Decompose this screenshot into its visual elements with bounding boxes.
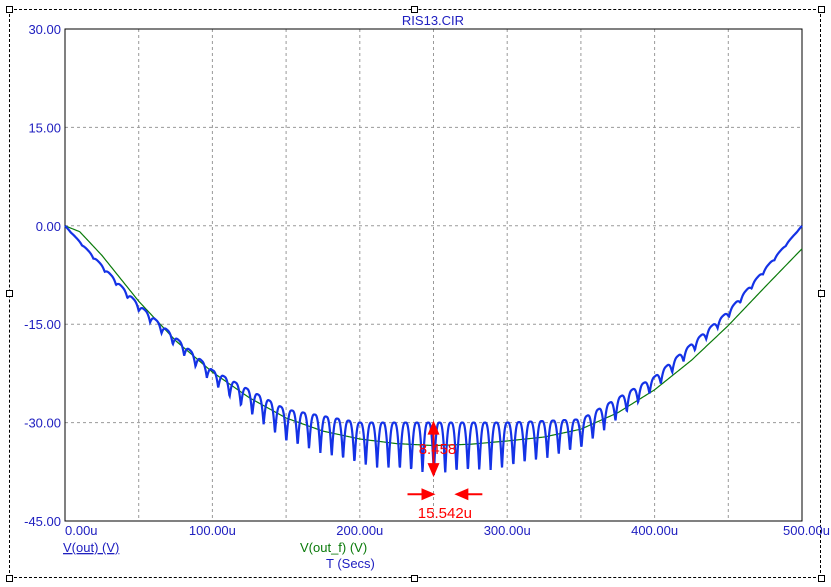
- x-tick-label: 200.00u: [336, 523, 383, 538]
- x-tick-label: 400.00u: [631, 523, 678, 538]
- legend-v-out-f[interactable]: V(out_f) (V): [300, 540, 367, 555]
- y-tick-label: 30.00: [28, 22, 61, 37]
- measure-arrow-down: [427, 463, 440, 478]
- measure-arrow-left: [454, 488, 469, 501]
- resize-handle-right[interactable]: [818, 290, 825, 297]
- measure-horizontal-label: 15.542u: [418, 505, 472, 522]
- resize-handle-bottom[interactable]: [411, 575, 418, 582]
- y-tick-label: -15.00: [24, 317, 61, 332]
- y-tick-label: 0.00: [36, 219, 61, 234]
- y-tick-label: -45.00: [24, 514, 61, 529]
- annotations: 8.458 15.542u: [407, 420, 483, 522]
- measure-vertical-label: 8.458: [419, 441, 457, 458]
- resize-handle-bottom-left[interactable]: [6, 575, 13, 582]
- measure-arrow-up: [427, 420, 440, 435]
- resize-handle-top-left[interactable]: [6, 6, 13, 13]
- x-tick-label: 100.00u: [189, 523, 236, 538]
- chart-title: RIS13.CIR: [402, 13, 464, 28]
- x-tick-label: 0.00u: [65, 523, 98, 538]
- measure-arrow-right: [421, 488, 436, 501]
- resize-handle-top-right[interactable]: [818, 6, 825, 13]
- x-tick-label: 300.00u: [484, 523, 531, 538]
- resize-handle-top[interactable]: [411, 6, 418, 13]
- resize-handle-left[interactable]: [6, 290, 13, 297]
- plot-area-border: [64, 28, 803, 522]
- y-tick-label: -30.00: [24, 416, 61, 431]
- y-tick-label: 15.00: [28, 120, 61, 135]
- legend-v-out[interactable]: V(out) (V): [63, 540, 119, 555]
- grid: [65, 29, 802, 521]
- resize-handle-bottom-right[interactable]: [818, 575, 825, 582]
- tick-labels: 30.00 15.00 0.00 -15.00 -30.00 -45.00 0.00u 100…: [24, 22, 830, 538]
- x-axis-label: T (Secs): [326, 556, 375, 571]
- x-tick-label: 500.00u: [783, 523, 830, 538]
